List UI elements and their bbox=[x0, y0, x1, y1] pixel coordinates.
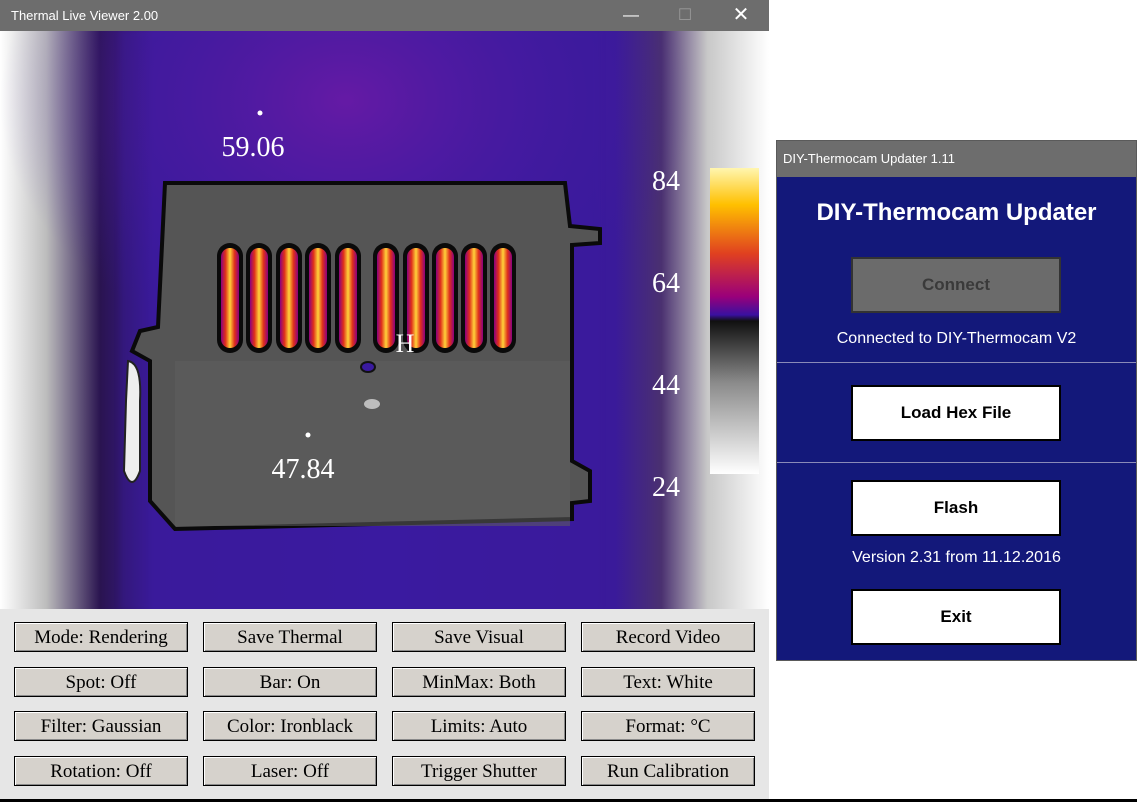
max-spot-label: 59.06 bbox=[222, 132, 285, 163]
control-panel: Mode: Rendering Save Thermal Save Visual… bbox=[0, 609, 769, 802]
save-visual-button[interactable]: Save Visual bbox=[392, 622, 566, 652]
run-calibration-button[interactable]: Run Calibration bbox=[581, 756, 755, 786]
exit-button[interactable]: Exit bbox=[851, 589, 1061, 645]
updater-title: DIY-Thermocam Updater 1.11 bbox=[783, 151, 955, 166]
thermal-viewer-window: Thermal Live Viewer 2.00 — ☐ ✕ bbox=[0, 0, 769, 802]
maximize-icon[interactable]: ☐ bbox=[660, 0, 710, 31]
vent-slot-glow bbox=[465, 248, 483, 348]
scale-label-84: 84 bbox=[652, 166, 680, 197]
mode-button[interactable]: Mode: Rendering bbox=[14, 622, 188, 652]
vent-slot-glow bbox=[339, 248, 357, 348]
color-button[interactable]: Color: Ironblack bbox=[203, 711, 377, 741]
vent-slot-glow bbox=[280, 248, 298, 348]
bar-button[interactable]: Bar: On bbox=[203, 667, 377, 697]
updater-titlebar[interactable]: DIY-Thermocam Updater 1.11 bbox=[777, 141, 1136, 177]
updater-heading: DIY-Thermocam Updater bbox=[777, 199, 1136, 227]
rotation-button[interactable]: Rotation: Off bbox=[14, 756, 188, 786]
filter-button[interactable]: Filter: Gaussian bbox=[14, 711, 188, 741]
connection-status: Connected to DIY-Thermocam V2 bbox=[777, 330, 1136, 348]
trigger-shutter-button[interactable]: Trigger Shutter bbox=[392, 756, 566, 786]
flash-button[interactable]: Flash bbox=[851, 480, 1061, 536]
scale-label-44: 44 bbox=[652, 370, 680, 401]
close-icon[interactable]: ✕ bbox=[716, 0, 766, 31]
divider bbox=[777, 362, 1136, 363]
firmware-version: Version 2.31 from 11.12.2016 bbox=[777, 549, 1136, 567]
viewer-title: Thermal Live Viewer 2.00 bbox=[11, 8, 158, 23]
laser-button[interactable]: Laser: Off bbox=[203, 756, 377, 786]
divider bbox=[777, 462, 1136, 463]
save-thermal-button[interactable]: Save Thermal bbox=[203, 622, 377, 652]
hot-spot-marker: H bbox=[396, 329, 415, 358]
spot-button[interactable]: Spot: Off bbox=[14, 667, 188, 697]
thermal-image: 59.06 47.84 H 84 64 44 24 bbox=[0, 31, 769, 609]
color-scale-bar bbox=[710, 168, 759, 474]
vent-slot-glow bbox=[494, 248, 512, 348]
text-color-button[interactable]: Text: White bbox=[581, 667, 755, 697]
vent-slot-glow bbox=[221, 248, 239, 348]
updater-window: DIY-Thermocam Updater 1.11 DIY-Thermocam… bbox=[776, 140, 1137, 661]
scale-label-24: 24 bbox=[652, 472, 680, 503]
vent-slot-glow bbox=[377, 248, 395, 348]
vent-slot-glow bbox=[436, 248, 454, 348]
vent-slot-glow bbox=[250, 248, 268, 348]
minimize-icon[interactable]: — bbox=[606, 0, 656, 31]
connect-button[interactable]: Connect bbox=[851, 257, 1061, 313]
min-spot-label: 47.84 bbox=[272, 454, 335, 485]
format-button[interactable]: Format: °C bbox=[581, 711, 755, 741]
limits-button[interactable]: Limits: Auto bbox=[392, 711, 566, 741]
scale-label-64: 64 bbox=[652, 268, 680, 299]
record-video-button[interactable]: Record Video bbox=[581, 622, 755, 652]
minmax-button[interactable]: MinMax: Both bbox=[392, 667, 566, 697]
vent-slot-glow bbox=[309, 248, 327, 348]
load-hex-file-button[interactable]: Load Hex File bbox=[851, 385, 1061, 441]
viewer-titlebar[interactable]: Thermal Live Viewer 2.00 — ☐ ✕ bbox=[0, 0, 769, 31]
